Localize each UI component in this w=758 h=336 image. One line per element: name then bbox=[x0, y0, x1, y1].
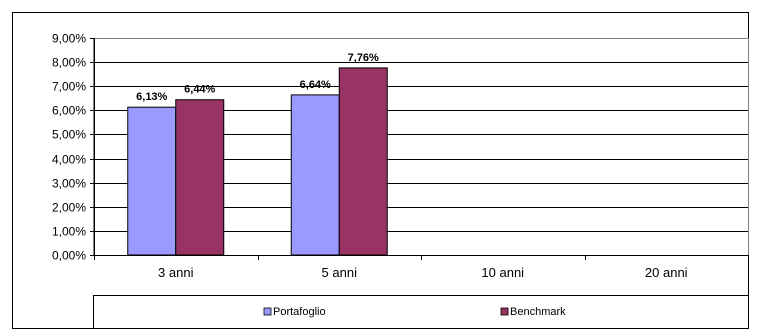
bar bbox=[175, 99, 225, 256]
legend-box bbox=[93, 295, 749, 329]
y-tick-label: 8,00% bbox=[52, 56, 86, 70]
y-tick-label: 9,00% bbox=[52, 32, 86, 46]
y-tick-label: 0,00% bbox=[52, 249, 86, 263]
data-labels: 6,13% 6,44% 6,64% 7,76% bbox=[136, 52, 379, 103]
x-tick-label: 3 anni bbox=[158, 265, 194, 280]
data-label: 6,44% bbox=[184, 84, 215, 96]
legend-swatch-portafoglio bbox=[263, 307, 272, 316]
legend: Portafoglio Benchmark bbox=[93, 295, 749, 329]
data-label: 6,64% bbox=[300, 79, 331, 91]
data-label: 6,13% bbox=[136, 91, 167, 103]
y-tick-label: 2,00% bbox=[52, 201, 86, 215]
y-tick-label: 1,00% bbox=[52, 225, 86, 239]
bar bbox=[127, 106, 177, 256]
y-tick-label: 6,00% bbox=[52, 104, 86, 118]
x-tick-label: 20 anni bbox=[645, 265, 688, 280]
y-tick-label: 7,00% bbox=[52, 80, 86, 94]
data-label: 7,76% bbox=[348, 52, 379, 64]
y-tick-label: 5,00% bbox=[52, 128, 86, 142]
y-axis: 0,00% 1,00% 2,00% 3,00% 4,00% 5,00% 6,00% 7,00%… bbox=[52, 32, 95, 263]
bars bbox=[127, 67, 388, 256]
legend-label-benchmark: Benchmark bbox=[510, 306, 566, 318]
x-axis: 3 anni 5 anni 10 anni 20 anni bbox=[94, 255, 749, 280]
bar bbox=[338, 67, 388, 256]
x-tick-label: 10 anni bbox=[481, 265, 524, 280]
y-tick-label: 3,00% bbox=[52, 177, 86, 191]
bar bbox=[290, 94, 340, 256]
x-tick-label: 5 anni bbox=[322, 265, 358, 280]
legend-swatch-benchmark bbox=[500, 307, 509, 316]
legend-label-portafoglio: Portafoglio bbox=[273, 306, 326, 318]
y-tick-label: 4,00% bbox=[52, 153, 86, 167]
